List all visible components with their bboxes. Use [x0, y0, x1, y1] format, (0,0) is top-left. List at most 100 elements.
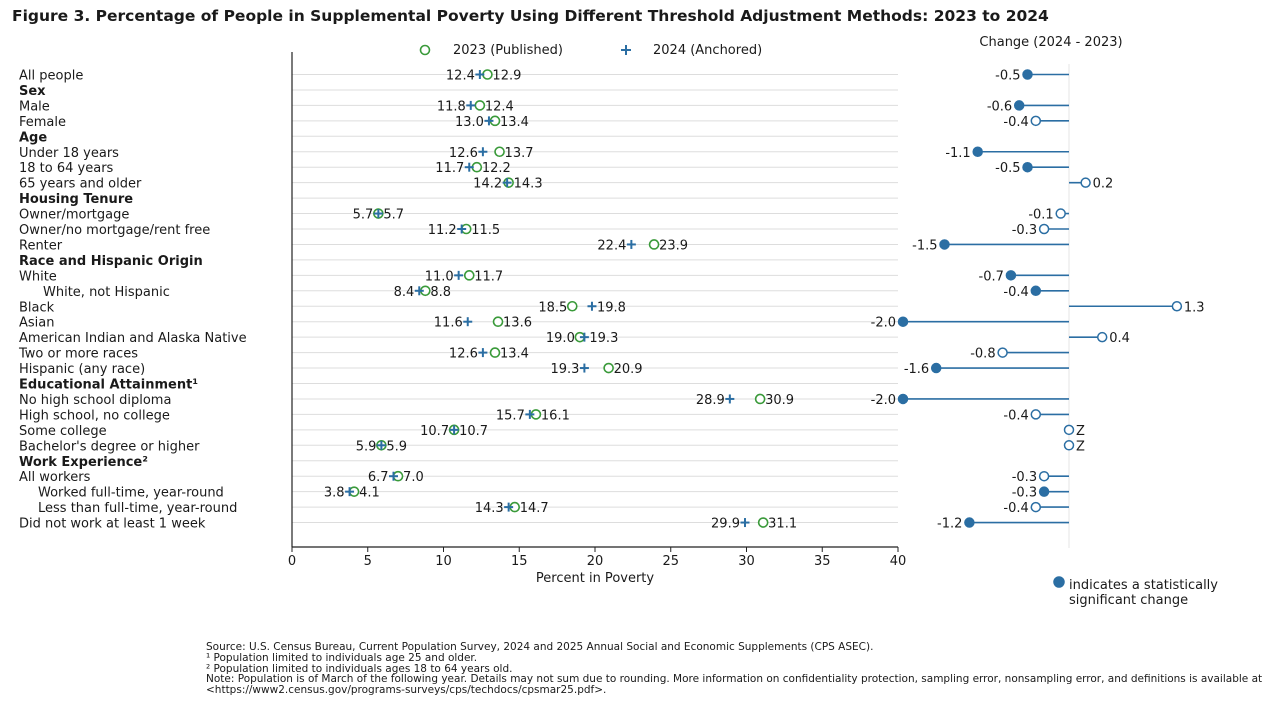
- marker-2024: [373, 209, 383, 219]
- change-dot: [1005, 270, 1017, 281]
- value-label: 19.3: [550, 362, 579, 377]
- change-label: -1.6: [904, 362, 929, 377]
- significance-legend-text-line1: indicates a statistically: [1069, 578, 1218, 593]
- row-label: Female: [19, 115, 66, 130]
- change-dot: [1063, 440, 1075, 451]
- value-label: 11.8: [437, 99, 466, 114]
- value-label: 13.4: [500, 115, 529, 130]
- row-label: Under 18 years: [19, 146, 119, 161]
- value-label: 5.7: [353, 208, 374, 223]
- value-label: 28.9: [696, 393, 725, 408]
- value-label: 30.9: [765, 393, 794, 408]
- chart-title: Figure 3. Percentage of People in Supple…: [12, 7, 1049, 25]
- row-label: Less than full-time, year-round: [38, 501, 237, 516]
- significance-legend-text-line2: significant change: [1069, 593, 1188, 608]
- change-label: -0.1: [1028, 208, 1053, 223]
- change-label: -0.3: [1012, 470, 1037, 485]
- group-header: Race and Hispanic Origin: [19, 254, 203, 269]
- group-header: Housing Tenure: [19, 192, 133, 207]
- marker-2024: [740, 518, 750, 528]
- value-label: 13.7: [505, 146, 534, 161]
- change-dot: [939, 239, 950, 250]
- row-label: White: [19, 269, 57, 284]
- value-label: 10.7: [459, 424, 488, 439]
- value-label: 8.8: [430, 285, 451, 300]
- dot-2023: [494, 146, 505, 158]
- dot-2023: [463, 270, 475, 281]
- row-label: 65 years and older: [19, 177, 142, 192]
- change-label: 1.3: [1184, 300, 1205, 315]
- value-label: 12.4: [485, 99, 514, 114]
- change-dot: [1013, 100, 1025, 111]
- row-label: Worked full-time, year-round: [38, 486, 224, 501]
- row-label: No high school diploma: [19, 393, 171, 408]
- change-dot: [1080, 177, 1091, 188]
- row-label: All people: [19, 69, 83, 84]
- change-label: -0.8: [970, 347, 995, 362]
- dot-2023: [489, 347, 501, 358]
- value-label: 11.2: [428, 223, 457, 238]
- marker-2024: [484, 116, 494, 126]
- change-label: -0.3: [1012, 223, 1037, 238]
- legend: 2023 (Published) 2024 (Anchored): [419, 43, 762, 58]
- source-note: Source: U.S. Census Bureau, Current Popu…: [206, 641, 874, 653]
- x-tick-label: 25: [662, 554, 679, 569]
- marker-2024: [478, 348, 488, 358]
- marker-2024: [449, 425, 459, 435]
- change-dot: [897, 316, 909, 327]
- change-dot: [1055, 208, 1066, 219]
- row-label: Owner/no mortgage/rent free: [19, 223, 210, 238]
- value-label: 16.1: [541, 408, 570, 423]
- group-header: Work Experience²: [19, 455, 148, 470]
- value-label: 15.7: [496, 408, 525, 423]
- value-label: 13.6: [503, 316, 532, 331]
- change-label: -2.0: [871, 393, 896, 408]
- change-dot: [1022, 161, 1033, 173]
- change-label: -1.2: [937, 517, 962, 532]
- x-tick-label: 15: [511, 554, 528, 569]
- row-label: 18 to 64 years: [19, 161, 114, 176]
- marker-2024: [725, 394, 735, 404]
- change-dot: [972, 146, 983, 157]
- x-tick-label: 20: [587, 554, 604, 569]
- row-label: Owner/mortgage: [19, 208, 129, 223]
- change-dot: [1063, 424, 1075, 436]
- value-label: 12.2: [482, 161, 511, 176]
- value-label: 11.7: [474, 269, 503, 284]
- value-label: 11.7: [435, 161, 464, 176]
- value-label: 5.9: [356, 439, 377, 454]
- x-tick-label: 35: [814, 554, 831, 569]
- x-tick-label: 5: [364, 554, 372, 569]
- value-label: 31.1: [768, 517, 797, 532]
- x-axis: 0 5 10 15 20 25 30 35 40 Percent in Poverty: [288, 52, 906, 586]
- value-label: 5.9: [386, 439, 407, 454]
- dot-2023: [603, 362, 614, 374]
- significance-legend-dot: [1053, 576, 1065, 588]
- row-label: Bachelor's degree or higher: [19, 439, 200, 454]
- value-label: 14.2: [473, 177, 502, 192]
- row-label: Black: [19, 300, 55, 315]
- legend-marker-2023: [419, 44, 431, 56]
- value-label: 14.7: [520, 501, 549, 516]
- value-label: 4.1: [359, 486, 380, 501]
- dot-2023: [492, 316, 504, 328]
- value-label: 22.4: [597, 238, 626, 253]
- change-panel: -0.5-0.6-0.4-1.1-0.50.2-0.1-0.3-1.5-0.7-…: [871, 64, 1205, 548]
- change-dot: [1030, 501, 1042, 513]
- change-dot: [1038, 486, 1050, 497]
- change-dot: [1096, 331, 1108, 343]
- change-dot: [964, 517, 975, 528]
- change-label: Z: [1076, 424, 1085, 439]
- change-label: -2.0: [871, 316, 896, 331]
- marker-2024: [502, 178, 512, 188]
- value-label: 7.0: [403, 470, 424, 485]
- change-dot: [1038, 223, 1050, 235]
- value-label: 14.3: [475, 501, 504, 516]
- row-label: Did not work at least 1 week: [19, 517, 206, 532]
- value-label: 19.8: [597, 300, 626, 315]
- change-label: -0.5: [995, 161, 1020, 176]
- value-label: 11.6: [434, 316, 463, 331]
- dot-2023: [648, 239, 660, 250]
- chart-canvas: Figure 3. Percentage of People in Supple…: [12, 7, 1218, 608]
- value-label: 13.4: [500, 347, 529, 362]
